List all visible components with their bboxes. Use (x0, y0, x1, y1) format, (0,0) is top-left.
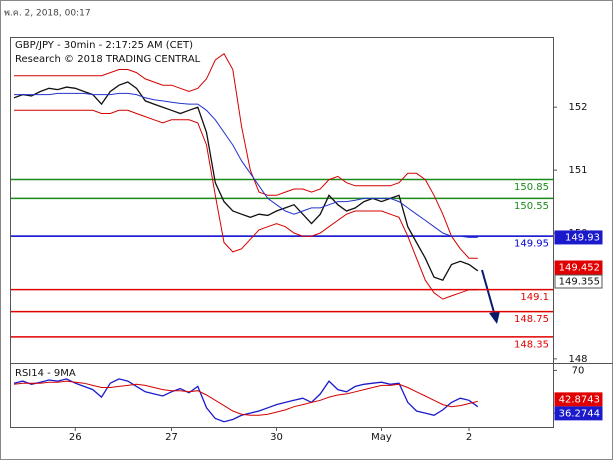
x-tick-label: 30 (270, 432, 283, 443)
chart-title: GBP/JPY - 30min - 2:17:25 AM (CET) (15, 40, 193, 51)
series-line (14, 109, 478, 300)
series-line (14, 92, 478, 238)
forecast-arrow (481, 269, 496, 317)
level-label: 150.85 (514, 182, 549, 193)
plot-frame (10, 37, 554, 428)
y-tick-label: 148 (568, 354, 587, 365)
series-line (13, 378, 479, 423)
value-box-label: 36.2744 (559, 408, 600, 419)
level-label: 148.75 (514, 314, 549, 325)
value-box (554, 392, 603, 407)
chart-subtitle: Research © 2018 TRADING CENTRAL (15, 54, 201, 65)
level-label: 149.95 (514, 239, 549, 250)
value-box-label: 42.8743 (559, 394, 600, 405)
value-box (554, 260, 603, 275)
value-box-label: 149.93 (565, 232, 600, 243)
x-tick-label: 2 (466, 432, 472, 443)
value-box-label: 149.452 (559, 263, 600, 274)
y-tick-label: 151 (568, 165, 587, 176)
y-tick-label: 70 (572, 365, 585, 376)
level-label: 149.1 (520, 292, 549, 303)
series-line (14, 52, 478, 259)
x-tick-label: 27 (165, 432, 178, 443)
value-box (554, 406, 603, 421)
header-date: พ.ค. 2, 2018, 00:17 (4, 9, 91, 19)
value-box-label: 149.355 (559, 277, 600, 288)
rsi-title: RSI14 - 9MA (15, 368, 76, 379)
value-box (554, 274, 603, 289)
forecast-arrowhead (489, 311, 500, 324)
x-tick-label: May (371, 432, 392, 443)
y-tick-label: 152 (568, 102, 587, 113)
x-tick-label: 26 (69, 432, 82, 443)
level-label: 148.35 (514, 339, 549, 350)
series-line (13, 380, 478, 416)
value-box (554, 230, 603, 245)
level-label: 150.55 (514, 201, 549, 212)
